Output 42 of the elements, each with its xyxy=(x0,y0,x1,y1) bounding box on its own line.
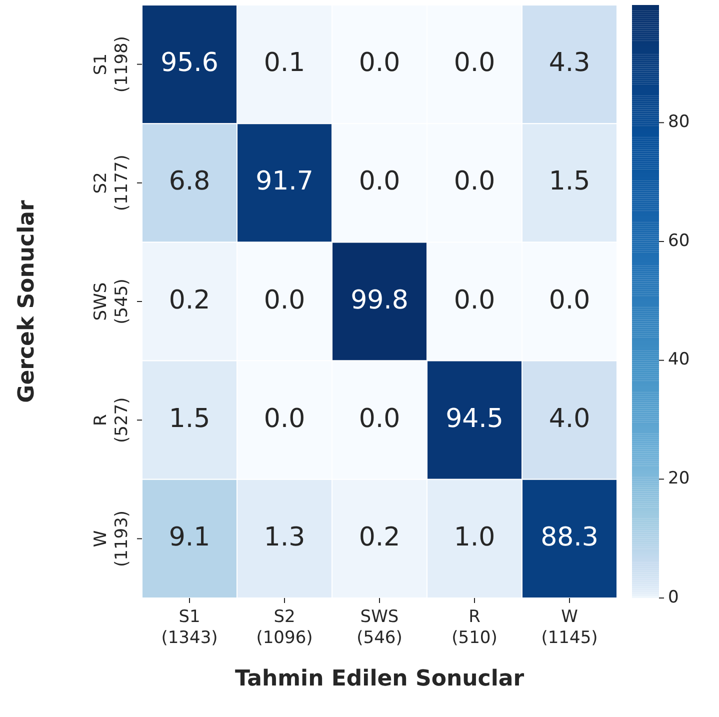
x-axis-title: Tahmin Edilen Sonuclar xyxy=(234,666,524,692)
x-tick-label: W (1145) xyxy=(541,606,598,648)
x-tick-label: S2 (1096) xyxy=(256,606,313,648)
data-label: 0.0 xyxy=(454,166,496,197)
color-bar-label: 80 xyxy=(668,112,690,132)
y-tick-label: W (1193) xyxy=(90,510,132,567)
y-tick-label: S1 (1198) xyxy=(90,36,132,93)
color-bar-label: 60 xyxy=(668,230,690,251)
data-label: 1.3 xyxy=(264,522,306,552)
data-label: 0.0 xyxy=(358,166,400,197)
data-label: 0.0 xyxy=(454,48,496,78)
data-label: 6.8 xyxy=(168,166,210,197)
data-label: 0.0 xyxy=(454,285,496,316)
data-label: 4.3 xyxy=(548,48,590,78)
data-label: 0.0 xyxy=(358,48,400,78)
data-label: 0.2 xyxy=(358,522,400,552)
y-tick-label: SWS (545) xyxy=(90,278,132,324)
data-label: 1.0 xyxy=(454,522,496,552)
y-tick-label: R (527) xyxy=(90,397,132,443)
x-tick-label: SWS (546) xyxy=(356,606,402,648)
data-label: 1.5 xyxy=(548,166,590,197)
y-axis-title: Gercek Sonuclar xyxy=(14,200,40,403)
data-label: 0.0 xyxy=(358,404,400,434)
data-label: 9.1 xyxy=(168,522,210,552)
data-label: 0.0 xyxy=(548,285,590,316)
data-label: 0.0 xyxy=(264,285,306,316)
y-tick-label: S2 (1177) xyxy=(90,154,132,212)
data-label: 0.2 xyxy=(168,285,210,316)
color-bar-label: 40 xyxy=(668,350,690,370)
data-label: 0.0 xyxy=(264,404,306,434)
color-bar-label: 20 xyxy=(668,468,690,489)
data-label: 94.5 xyxy=(446,404,504,434)
data-label: 91.7 xyxy=(256,166,314,197)
x-tick-label: S1 (1343) xyxy=(161,606,218,648)
data-label: 88.3 xyxy=(540,522,598,552)
data-label: 0.1 xyxy=(264,48,306,78)
data-label: 95.6 xyxy=(160,48,218,78)
data-label: 99.8 xyxy=(350,285,408,316)
data-label: 4.0 xyxy=(548,404,590,434)
data-label: 1.5 xyxy=(168,404,210,434)
x-tick-label: R (510) xyxy=(452,606,498,648)
color-bar-label: 0 xyxy=(668,587,679,608)
